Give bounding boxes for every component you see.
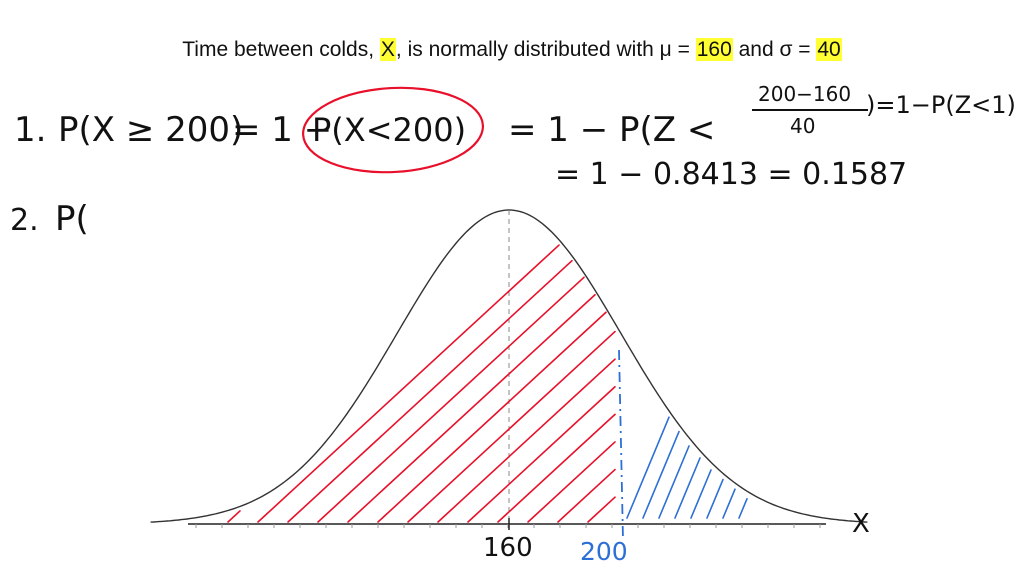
mu-value-highlight: 160 xyxy=(695,38,733,61)
item1-equals-one-minus: = 1 − xyxy=(232,110,332,150)
blue-hatch-stroke xyxy=(674,457,701,519)
fraction-numerator: 200−160 xyxy=(758,82,851,106)
red-hatch-stroke xyxy=(437,358,616,523)
cutoff-tick-label: 200 xyxy=(580,537,628,566)
item1-result: )=1−P(Z<1) xyxy=(866,91,1016,119)
red-hatch-stroke xyxy=(557,468,616,523)
item2-number: 2. xyxy=(10,203,39,238)
item1-number: 1. xyxy=(14,110,46,150)
blue-hatch-stroke xyxy=(690,469,712,519)
variable-x-highlight: X xyxy=(379,38,396,61)
title-and: and σ = xyxy=(732,38,817,61)
red-hatch-stroke xyxy=(497,413,616,523)
item1-final-answer: = 1 − 0.8413 = 0.1587 xyxy=(555,157,907,192)
item1-circled-prob: P(X<200) xyxy=(312,111,466,149)
page-title: Time between colds, X, is normally distr… xyxy=(0,38,1024,62)
red-hatch-stroke xyxy=(407,330,616,523)
red-circle-annotation xyxy=(301,86,485,174)
title-prefix: Time between colds, xyxy=(182,38,380,61)
blue-hatch-stroke xyxy=(642,430,680,519)
fraction-denominator: 40 xyxy=(790,114,815,138)
mean-tick-label: 160 xyxy=(483,533,533,563)
red-hatch-stroke xyxy=(467,385,616,523)
normal-curve-graph xyxy=(150,209,868,541)
red-hatch-stroke xyxy=(347,293,596,523)
blue-hatch-stroke xyxy=(706,478,724,519)
item1-z-standardize: = 1 − P(Z < xyxy=(508,110,715,150)
red-hatch-stroke xyxy=(227,510,241,523)
blue-hatch-stroke xyxy=(738,497,748,519)
axis-label-x: X xyxy=(852,509,870,539)
blue-hatch-stroke xyxy=(658,445,690,519)
red-hatch-stroke xyxy=(587,496,616,523)
red-hatch-stroke xyxy=(377,311,607,523)
red-hatch-stroke xyxy=(317,276,585,523)
item2-start: P( xyxy=(55,199,89,239)
sigma-value-highlight: 40 xyxy=(816,38,842,61)
blue-hatch-stroke xyxy=(626,416,670,519)
cutoff-line xyxy=(618,349,624,541)
red-hatch-stroke xyxy=(287,259,573,523)
item1-lhs: P(X ≥ 200) xyxy=(58,110,243,150)
red-hatch-stroke xyxy=(257,244,560,523)
title-middle: , is normally distributed with μ = xyxy=(395,38,696,61)
red-hatch-stroke xyxy=(527,441,616,523)
blue-hatch-stroke xyxy=(722,488,736,519)
